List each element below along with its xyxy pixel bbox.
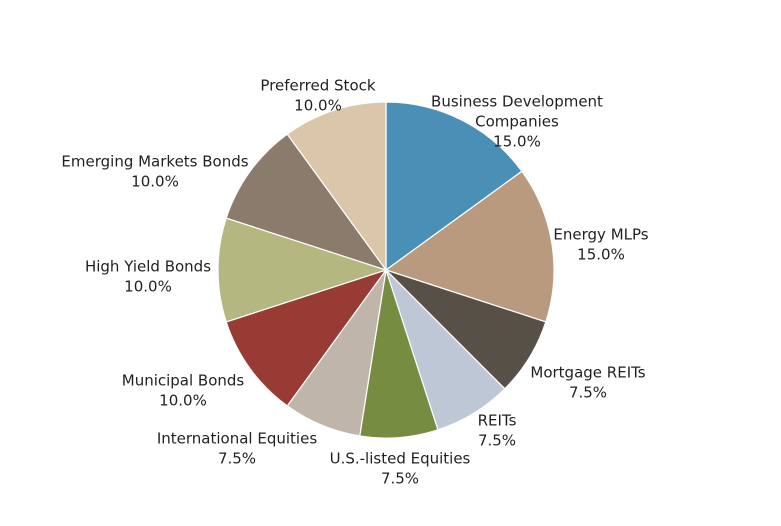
- slice-municipal-bonds: [225, 268, 388, 407]
- slice-name-label: Preferred Stock: [260, 77, 375, 95]
- slice-name-label: Energy MLPs: [553, 226, 648, 244]
- slice-percent-label: 15.0%: [577, 246, 625, 264]
- slice-name-label: High Yield Bonds: [85, 258, 211, 276]
- slice-label-preferred-stock: Preferred Stock 10.0%: [260, 77, 375, 115]
- slice-label-reits: REITs 7.5%: [478, 412, 517, 450]
- slice-percent-label: 10.0%: [131, 173, 179, 191]
- slice-label-mortgage-reits: Mortgage REITs 7.5%: [530, 364, 645, 402]
- slice-percent-label: 15.0%: [493, 133, 541, 151]
- slice-high-yield-bonds: [217, 217, 388, 323]
- slice-name-label: Companies: [475, 113, 559, 131]
- slice-label-business-development-companies: Business Development Companies 15.0%: [431, 93, 603, 151]
- slice-percent-label: 7.5%: [569, 384, 607, 402]
- slice-percent-label: 7.5%: [218, 450, 256, 468]
- labels-layer: Business DevelopmentCompanies15.0%Energy…: [61, 77, 648, 488]
- slice-label-u-s-listed-equities: U.S.-listed Equities 7.5%: [330, 450, 471, 488]
- slice-emerging-markets-bonds: [225, 133, 388, 272]
- slice-name-label: Emerging Markets Bonds: [61, 153, 248, 171]
- slice-preferred-stock: [286, 101, 387, 272]
- slice-percent-label: 10.0%: [124, 278, 172, 296]
- slice-label-emerging-markets-bonds: Emerging Markets Bonds 10.0%: [61, 153, 248, 191]
- slice-name-label: Municipal Bonds: [122, 372, 245, 390]
- slice-label-energy-mlps: Energy MLPs 15.0%: [553, 226, 648, 264]
- slices-layer: [217, 101, 555, 439]
- slice-energy-mlps: [384, 170, 555, 323]
- slice-percent-label: 7.5%: [478, 432, 516, 450]
- slice-name-label: Mortgage REITs: [530, 364, 645, 382]
- slice-percent-label: 10.0%: [159, 392, 207, 410]
- slice-percent-label: 7.5%: [381, 470, 419, 488]
- slice-business-development-companies: [385, 101, 523, 272]
- slice-label-high-yield-bonds: High Yield Bonds 10.0%: [85, 258, 211, 296]
- slice-label-international-equities: International Equities 7.5%: [157, 430, 317, 468]
- slice-name-label: International Equities: [157, 430, 317, 448]
- slice-name-label: Business Development: [431, 93, 603, 111]
- slice-percent-label: 10.0%: [294, 97, 342, 115]
- slice-name-label: U.S.-listed Equities: [330, 450, 471, 468]
- slice-name-label: REITs: [478, 412, 517, 430]
- slice-label-municipal-bonds: Municipal Bonds 10.0%: [122, 372, 245, 410]
